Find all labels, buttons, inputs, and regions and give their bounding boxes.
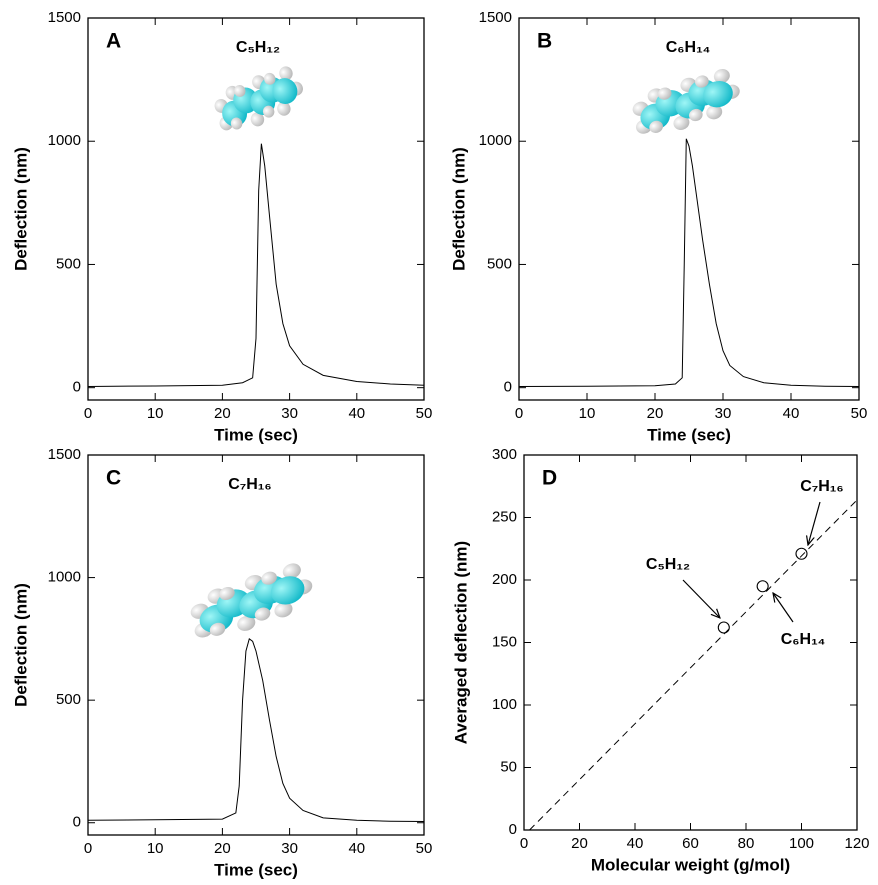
- y-tick-label: 100: [492, 696, 517, 713]
- plot-frame: [518, 17, 860, 401]
- molecule: [183, 557, 320, 648]
- molecule: [207, 61, 311, 140]
- x-tick-label: 100: [789, 835, 814, 852]
- x-tick-label: 20: [214, 840, 231, 857]
- y-tick-label: 1000: [479, 132, 512, 149]
- arrow: [773, 593, 794, 623]
- x-tick-label: 80: [738, 835, 755, 852]
- x-tick-label: 10: [147, 840, 164, 857]
- x-tick-label: 40: [348, 840, 365, 857]
- x-tick-label: 30: [281, 840, 298, 857]
- plot-frame: [87, 454, 425, 836]
- x-tick-label: 10: [579, 405, 596, 422]
- fit-line: [529, 499, 858, 831]
- x-tick-label: 10: [147, 405, 164, 422]
- annotation: C₅H₁₂: [236, 39, 280, 56]
- y-tick-label: 0: [504, 379, 512, 396]
- molecule: [626, 63, 746, 144]
- x-tick-label: 30: [281, 405, 298, 422]
- x-axis-label: Time (sec): [647, 425, 731, 444]
- x-tick-label: 0: [84, 840, 92, 857]
- x-tick-label: 0: [520, 835, 528, 852]
- y-tick-label: 1500: [48, 446, 81, 463]
- y-tick-label: 500: [56, 691, 81, 708]
- y-tick-label: 1500: [479, 9, 512, 26]
- annotation: C₇H₁₆: [800, 478, 843, 495]
- x-tick-label: 120: [844, 835, 869, 852]
- annotation: C₅H₁₂: [646, 556, 690, 573]
- point: [717, 621, 730, 634]
- x-tick-label: 50: [416, 840, 433, 857]
- y-tick-label: 1000: [48, 569, 81, 586]
- y-tick-label: 150: [492, 633, 517, 650]
- y-tick-label: 250: [492, 508, 517, 525]
- x-tick-label: 20: [571, 835, 588, 852]
- point: [795, 547, 808, 560]
- panel-label: C: [106, 467, 121, 490]
- y-axis-label: Deflection (nm): [11, 147, 30, 271]
- x-tick-label: 20: [214, 405, 231, 422]
- x-axis-label: Time (sec): [214, 860, 298, 879]
- y-tick-label: 1500: [48, 9, 81, 26]
- y-axis-label: Deflection (nm): [449, 147, 468, 271]
- panel-label: D: [542, 467, 557, 490]
- panel-label: B: [537, 30, 552, 53]
- annotation: C₇H₁₆: [228, 476, 271, 493]
- annotation: C₆H₁₄: [781, 631, 826, 648]
- x-axis-label: Time (sec): [214, 425, 298, 444]
- y-tick-label: 50: [500, 758, 517, 775]
- arrow: [808, 501, 821, 545]
- panel-label: A: [106, 30, 121, 53]
- x-tick-label: 40: [627, 835, 644, 852]
- y-tick-label: 0: [73, 379, 81, 396]
- y-tick-label: 300: [492, 446, 517, 463]
- x-tick-label: 20: [647, 405, 664, 422]
- x-tick-label: 40: [348, 405, 365, 422]
- x-tick-label: 0: [84, 405, 92, 422]
- x-tick-label: 60: [682, 835, 699, 852]
- x-axis-label: Molecular weight (g/mol): [591, 855, 790, 874]
- x-tick-label: 40: [783, 405, 800, 422]
- annotation: C₆H₁₄: [666, 39, 711, 56]
- arrow: [682, 579, 720, 618]
- trace: [87, 638, 425, 823]
- y-tick-label: 500: [56, 255, 81, 272]
- x-tick-label: 30: [715, 405, 732, 422]
- x-tick-label: 0: [515, 405, 523, 422]
- y-tick-label: 0: [509, 821, 517, 838]
- x-tick-label: 50: [851, 405, 868, 422]
- trace: [87, 143, 425, 387]
- trace: [518, 138, 860, 387]
- x-tick-label: 50: [416, 405, 433, 422]
- y-tick-label: 200: [492, 571, 517, 588]
- y-tick-label: 1000: [48, 132, 81, 149]
- y-tick-label: 500: [487, 255, 512, 272]
- y-tick-label: 0: [73, 814, 81, 831]
- plot-frame: [87, 17, 425, 401]
- point: [756, 580, 769, 593]
- y-axis-label: Deflection (nm): [11, 583, 30, 707]
- y-axis-label: Averaged deflection (nm): [451, 541, 470, 744]
